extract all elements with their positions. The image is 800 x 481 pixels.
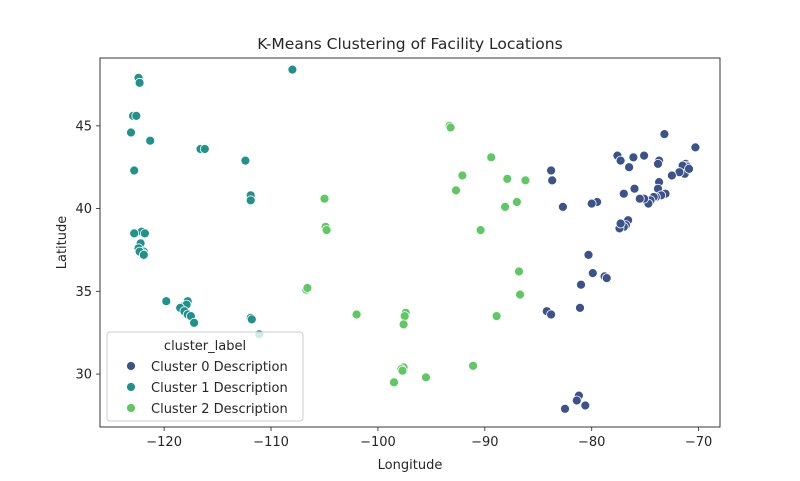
x-tick-label: −100 bbox=[360, 435, 396, 450]
x-tick-label: −70 bbox=[685, 435, 712, 450]
point-cluster-1 bbox=[131, 111, 142, 121]
point-cluster-0 bbox=[587, 268, 598, 279]
point-cluster-0 bbox=[618, 188, 629, 199]
legend-marker-cluster-2 bbox=[126, 403, 136, 413]
point-cluster-1 bbox=[145, 135, 156, 146]
legend-label-cluster-2: Cluster 2 Description bbox=[151, 402, 288, 417]
point-cluster-0 bbox=[575, 302, 585, 313]
point-cluster-0 bbox=[615, 155, 626, 166]
point-cluster-0 bbox=[629, 183, 640, 194]
point-cluster-1 bbox=[189, 317, 200, 328]
point-cluster-0 bbox=[624, 162, 634, 173]
y-tick-label: 35 bbox=[75, 285, 92, 300]
point-cluster-2 bbox=[398, 319, 409, 330]
point-cluster-2 bbox=[351, 309, 362, 320]
x-axis-label: Longitude bbox=[378, 458, 443, 473]
point-cluster-0 bbox=[659, 129, 670, 140]
y-tick-label: 45 bbox=[75, 119, 92, 134]
point-cluster-2 bbox=[468, 360, 479, 371]
point-cluster-2 bbox=[321, 225, 332, 236]
point-cluster-2 bbox=[500, 201, 511, 212]
point-cluster-2 bbox=[319, 193, 330, 204]
y-tick-label: 30 bbox=[75, 368, 92, 383]
legend-marker-cluster-0 bbox=[126, 361, 136, 371]
point-cluster-2 bbox=[445, 122, 456, 133]
point-cluster-2 bbox=[475, 225, 486, 236]
y-tick-label: 40 bbox=[75, 202, 92, 217]
point-cluster-0 bbox=[615, 218, 626, 229]
point-cluster-2 bbox=[520, 175, 531, 186]
legend: cluster_label Cluster 0 Description Clus… bbox=[106, 331, 304, 422]
point-cluster-1 bbox=[134, 77, 145, 88]
point-cluster-1 bbox=[199, 144, 210, 154]
point-cluster-0 bbox=[690, 142, 701, 153]
x-axis: −120 −110 −100 −90 −80 −70 bbox=[146, 427, 712, 450]
point-cluster-2 bbox=[389, 377, 399, 388]
point-cluster-1 bbox=[240, 155, 251, 166]
point-cluster-0 bbox=[571, 395, 582, 406]
point-cluster-0 bbox=[634, 193, 645, 204]
point-cluster-2 bbox=[502, 173, 513, 184]
legend-label-cluster-1: Cluster 1 Description bbox=[151, 381, 288, 396]
point-cluster-1 bbox=[246, 314, 257, 325]
x-tick-label: −110 bbox=[253, 435, 289, 450]
plot-frame bbox=[99, 57, 721, 428]
point-cluster-2 bbox=[397, 365, 408, 376]
point-cluster-0 bbox=[639, 150, 649, 161]
point-cluster-2 bbox=[451, 185, 461, 196]
point-cluster-0 bbox=[558, 201, 568, 212]
point-cluster-0 bbox=[547, 175, 558, 186]
point-cluster-1 bbox=[126, 127, 136, 138]
point-cluster-0 bbox=[560, 403, 570, 414]
point-cluster-0 bbox=[601, 273, 612, 284]
point-cluster-0 bbox=[576, 279, 586, 290]
point-cluster-0 bbox=[546, 165, 556, 176]
point-cluster-2 bbox=[514, 266, 524, 277]
legend-label-cluster-0: Cluster 0 Description bbox=[151, 360, 288, 375]
x-tick-label: −80 bbox=[578, 435, 605, 450]
point-cluster-0 bbox=[667, 170, 677, 181]
y-axis-label: Latitude bbox=[55, 216, 70, 270]
point-cluster-0 bbox=[653, 158, 663, 169]
point-cluster-2 bbox=[399, 311, 410, 322]
legend-marker-cluster-1 bbox=[126, 382, 136, 392]
point-cluster-2 bbox=[515, 289, 525, 300]
point-cluster-2 bbox=[491, 311, 502, 322]
point-cluster-0 bbox=[546, 309, 556, 320]
point-cluster-2 bbox=[486, 152, 497, 163]
point-cluster-2 bbox=[512, 197, 522, 207]
chart-title: K-Means Clustering of Facility Locations bbox=[257, 35, 562, 53]
point-cluster-0 bbox=[586, 198, 597, 209]
point-cluster-1 bbox=[138, 249, 149, 260]
legend-title: cluster_label bbox=[164, 339, 246, 354]
point-cluster-1 bbox=[287, 64, 298, 75]
y-axis: 30 35 40 45 bbox=[75, 119, 100, 383]
point-cluster-2 bbox=[457, 170, 468, 181]
point-cluster-0 bbox=[580, 400, 591, 411]
points-layer bbox=[126, 64, 701, 414]
x-tick-label: −120 bbox=[146, 435, 182, 450]
point-cluster-0 bbox=[583, 249, 594, 260]
point-cluster-1 bbox=[129, 165, 140, 176]
point-cluster-1 bbox=[161, 296, 172, 307]
point-cluster-1 bbox=[245, 195, 256, 206]
point-cluster-2 bbox=[302, 283, 313, 293]
point-cluster-0 bbox=[684, 163, 694, 174]
legend-box bbox=[106, 331, 304, 422]
point-cluster-1 bbox=[129, 228, 140, 239]
point-cluster-0 bbox=[628, 152, 639, 163]
point-cluster-2 bbox=[421, 372, 431, 383]
point-cluster-1 bbox=[139, 228, 150, 239]
x-tick-label: −90 bbox=[471, 435, 498, 450]
